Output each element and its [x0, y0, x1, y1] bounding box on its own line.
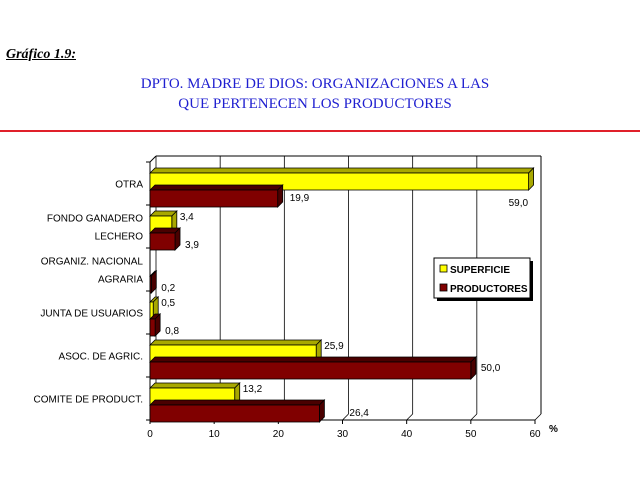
data-label: 13,2	[243, 384, 263, 395]
data-label: 26,4	[349, 408, 369, 419]
data-label: 0,5	[161, 298, 175, 309]
category-label: AGRARIA	[98, 275, 143, 286]
category-label: OTRA	[115, 180, 143, 191]
chart-title-line-1: DPTO. MADRE DE DIOS: ORGANIZACIONES A LA…	[140, 76, 490, 92]
legend-label: PRODUCTORES	[450, 284, 528, 295]
x-tick-label: 0	[147, 429, 153, 440]
data-label: 50,0	[481, 363, 501, 374]
x-tick-label: 60	[529, 429, 541, 440]
bar-productores	[149, 227, 181, 251]
category-label: LECHERO	[95, 232, 144, 243]
figure-caption: Gráfico 1.9:	[6, 47, 76, 62]
bar-superficie	[149, 296, 160, 320]
legend-swatch	[439, 264, 448, 273]
category-label: FONDO GANADERO	[47, 214, 143, 225]
category-label: COMITE DE PRODUCT.	[34, 395, 143, 406]
bar-productores	[149, 356, 477, 380]
header-divider	[0, 130, 640, 132]
category-label: ASOC. DE AGRIC.	[59, 352, 143, 363]
x-tick-label: 20	[273, 429, 285, 440]
bar-productores	[149, 313, 162, 337]
x-tick-label: 50	[465, 429, 477, 440]
category-label: JUNTA DE USUARIOS	[40, 309, 143, 320]
x-unit-label: %	[549, 424, 558, 435]
bar-productores	[149, 184, 284, 208]
x-tick-label: 40	[401, 429, 413, 440]
data-label: 25,9	[324, 341, 344, 352]
legend-swatch	[439, 283, 448, 292]
x-tick-label: 10	[209, 429, 221, 440]
data-label: 3,9	[185, 240, 199, 251]
legend-box	[433, 257, 531, 299]
legend-label: SUPERFICIE	[450, 265, 510, 276]
gridline-floor	[470, 413, 478, 421]
data-label: 0,2	[161, 283, 175, 294]
category-label: ORGANIZ. NACIONAL	[41, 257, 144, 268]
gridline-floor	[534, 413, 542, 421]
y-axis-depth	[149, 155, 157, 163]
data-label: 3,4	[180, 212, 194, 223]
bar-productores	[149, 399, 326, 423]
x-tick-label: 30	[337, 429, 349, 440]
data-label: 0,8	[165, 326, 179, 337]
gridline-floor	[406, 413, 413, 421]
bar-productores	[149, 270, 158, 294]
gridline-floor	[342, 413, 349, 421]
data-label: 59,0	[509, 198, 529, 209]
data-label: 19,9	[290, 193, 310, 204]
chart-title-line-2: QUE PERTENECEN LOS PRODUCTORES	[178, 96, 452, 112]
